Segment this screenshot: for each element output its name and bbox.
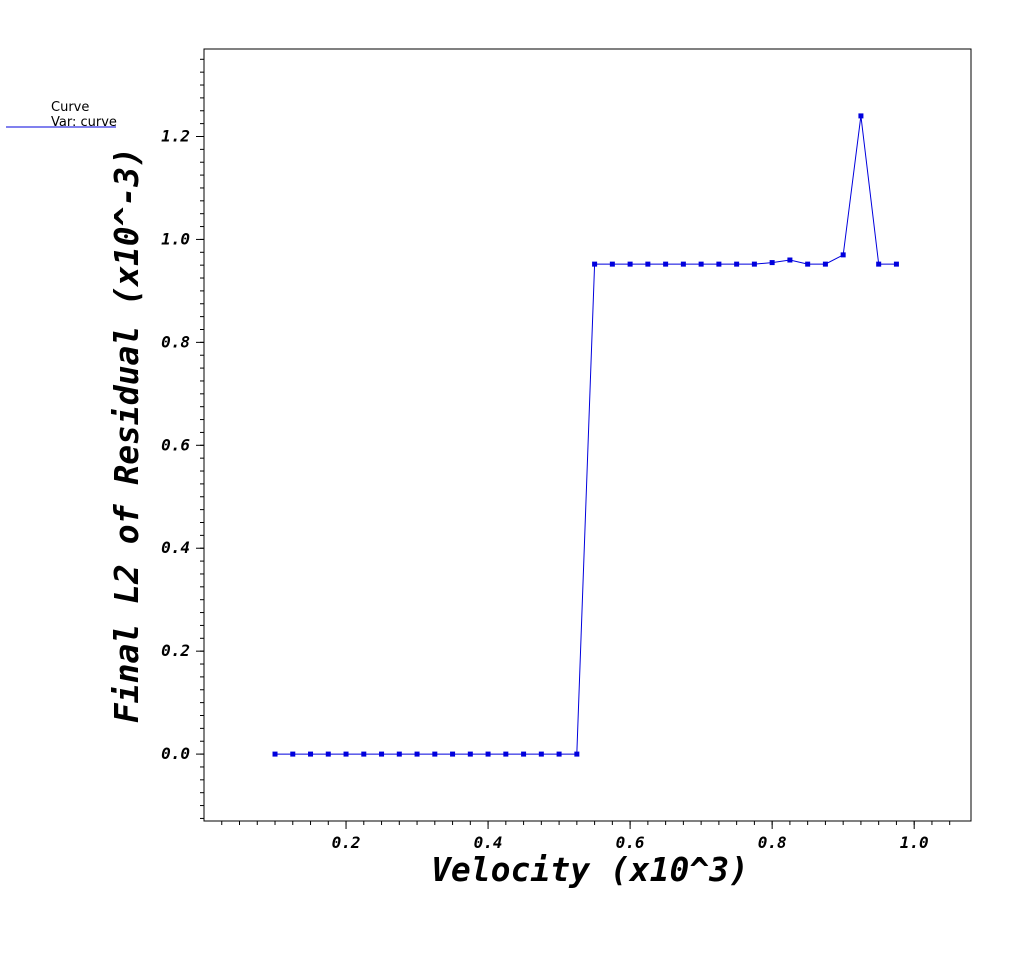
legend-title: Curve bbox=[51, 100, 89, 115]
data-point bbox=[627, 261, 633, 267]
data-point bbox=[734, 261, 740, 267]
data-point bbox=[893, 261, 899, 267]
data-point bbox=[698, 261, 704, 267]
data-point bbox=[379, 751, 385, 757]
data-point bbox=[805, 261, 811, 267]
y-tick-label: 0.0 bbox=[161, 744, 190, 763]
y-tick-label: 0.8 bbox=[161, 332, 190, 351]
x-axis-ticks: 0.2 0.4 0.6 0.8 1.0 bbox=[332, 821, 929, 852]
data-point bbox=[769, 260, 775, 266]
y-tick-label: 0.4 bbox=[161, 538, 190, 557]
y-tick-label: 0.6 bbox=[161, 435, 190, 454]
x-tick-label: 1.0 bbox=[900, 833, 929, 852]
legend: Curve Var: curve bbox=[6, 100, 117, 130]
data-point bbox=[609, 261, 615, 267]
data-point bbox=[414, 751, 420, 757]
y-axis-ticks: 0.0 0.2 0.4 0.6 0.8 1.0 1.2 bbox=[161, 126, 204, 763]
data-point bbox=[858, 113, 864, 119]
legend-entry-label: Var: curve bbox=[51, 115, 117, 130]
data-point bbox=[645, 261, 651, 267]
data-point bbox=[680, 261, 686, 267]
data-point bbox=[822, 261, 828, 267]
data-point bbox=[538, 751, 544, 757]
data-point bbox=[343, 751, 349, 757]
data-point bbox=[751, 261, 757, 267]
data-point bbox=[485, 751, 491, 757]
y-minor-ticks bbox=[200, 58, 204, 819]
data-point bbox=[450, 751, 456, 757]
data-point bbox=[876, 261, 882, 267]
data-point bbox=[840, 252, 846, 258]
series-line bbox=[275, 115, 897, 755]
data-point bbox=[290, 751, 296, 757]
data-point bbox=[432, 751, 438, 757]
x-tick-label: 0.4 bbox=[474, 833, 503, 852]
data-point bbox=[361, 751, 367, 757]
data-point bbox=[467, 751, 473, 757]
data-point bbox=[787, 257, 793, 263]
y-tick-label: 1.0 bbox=[161, 229, 190, 248]
data-point bbox=[521, 751, 527, 757]
data-point bbox=[272, 751, 278, 757]
data-point bbox=[592, 261, 598, 267]
data-point bbox=[574, 751, 580, 757]
data-point bbox=[396, 751, 402, 757]
data-point bbox=[308, 751, 314, 757]
y-tick-label: 1.2 bbox=[161, 126, 190, 145]
x-tick-label: 0.8 bbox=[758, 833, 787, 852]
data-point bbox=[325, 751, 331, 757]
data-point bbox=[556, 751, 562, 757]
x-tick-label: 0.6 bbox=[616, 833, 645, 852]
x-tick-label: 0.2 bbox=[332, 833, 361, 852]
data-point bbox=[503, 751, 509, 757]
plot-frame bbox=[203, 48, 972, 822]
x-axis-title: Velocity (x10^3) bbox=[431, 850, 749, 889]
y-tick-label: 0.2 bbox=[161, 641, 190, 660]
data-point bbox=[663, 261, 669, 267]
x-minor-ticks bbox=[221, 821, 951, 825]
y-axis-title: Final L2 of Residual (x10^-3) bbox=[107, 147, 146, 723]
series-layer bbox=[272, 113, 899, 757]
data-point bbox=[716, 261, 722, 267]
